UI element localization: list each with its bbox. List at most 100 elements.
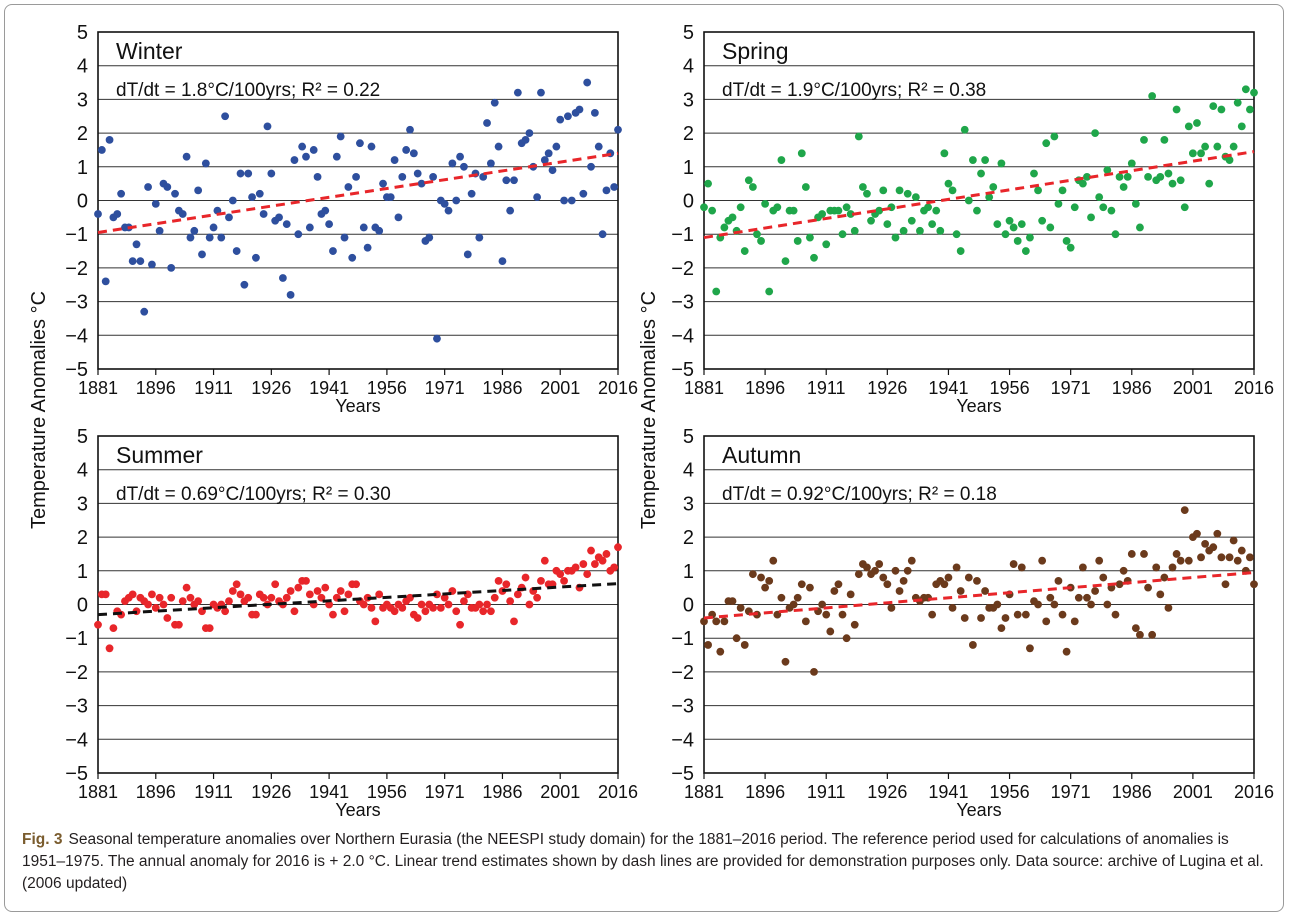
autumn-data-point [1078, 563, 1087, 572]
autumn-data-point [777, 593, 786, 602]
winter-data-point [379, 179, 387, 188]
summer-trend-annotation: dT/dt = 0.69°C/100yrs; R² = 0.30 [116, 484, 391, 505]
winter-data-point [255, 189, 264, 198]
autumn-data-point [1038, 556, 1047, 565]
summer-data-point [151, 603, 160, 612]
autumn-data-point [993, 600, 1002, 609]
winter-data-point [486, 159, 495, 168]
summer-x-tick-label: 1911 [194, 782, 233, 802]
autumn-data-point [826, 627, 835, 636]
spring-data-point [1237, 122, 1246, 131]
autumn-y-tick-label: −1 [671, 628, 694, 650]
spring-data-point [1246, 105, 1254, 114]
spring-data-point [801, 183, 810, 191]
winter-data-point [228, 196, 237, 205]
summer-data-point [486, 607, 495, 616]
summer-data-point [109, 624, 118, 632]
spring-data-point [924, 203, 932, 212]
summer-data-point [101, 590, 110, 599]
autumn-data-point [1250, 580, 1258, 589]
winter-data-point [390, 156, 399, 164]
figure-charts: −5 −4 −3 −2 −1 0 1 2 3 4 5 1881 1896 1911 1926 1941 1956… [28, 22, 1274, 820]
spring-data-point [854, 132, 863, 141]
autumn-y-tick-label: 5 [683, 426, 694, 448]
autumn-data-point [1201, 539, 1210, 548]
summer-y-tick-label: −1 [65, 628, 88, 650]
spring-data-point [1001, 230, 1010, 239]
autumn-data-point [1074, 593, 1083, 602]
spring-data-point [777, 156, 786, 164]
autumn-data-point [1099, 573, 1108, 582]
autumn-data-point [846, 590, 855, 599]
spring-x-tick-label: 1881 [684, 378, 724, 398]
winter-x-tick-label: 1941 [309, 378, 349, 398]
spring-data-point [850, 226, 859, 235]
autumn-data-point [871, 566, 880, 575]
winter-trend-annotation: dT/dt = 1.8°C/100yrs; R² = 0.22 [116, 80, 380, 101]
spring-data-point [1091, 129, 1100, 138]
spring-data-point [753, 230, 761, 239]
winter-data-point [198, 250, 206, 259]
summer-y-tick-label: 2 [77, 527, 88, 549]
spring-x-tick-label: 2001 [1173, 378, 1213, 398]
autumn-data-point [810, 668, 818, 676]
spring-data-point [1225, 156, 1234, 164]
summer-x-tick-label: 1956 [367, 782, 407, 802]
spring-x-tick-label: 2016 [1234, 378, 1274, 398]
summer-x-tick-label: 2016 [598, 782, 638, 802]
autumn-data-point [981, 587, 990, 595]
winter-data-point [406, 125, 414, 134]
spring-data-point [907, 216, 916, 225]
autumn-x-tick-label: 1941 [928, 782, 968, 802]
summer-data-point [479, 607, 488, 616]
winter-data-point [452, 196, 461, 205]
autumn-data-point [928, 610, 937, 619]
winter-x-tick-label: 2001 [540, 378, 580, 398]
summer-data-point [452, 607, 461, 616]
summer-data-point [336, 587, 345, 595]
winter-data-point [614, 125, 622, 134]
spring-data-point [712, 287, 721, 296]
winter-data-point [263, 122, 272, 131]
winter-data-point [475, 233, 484, 242]
autumn-data-point [875, 560, 884, 568]
spring-data-point [1095, 193, 1104, 202]
winter-data-point [186, 233, 195, 242]
summer-data-point [506, 597, 515, 606]
summer-data-point [128, 590, 137, 599]
summer-x-tick-label: 1941 [309, 782, 349, 802]
spring-data-point [781, 257, 790, 266]
spring-data-point [1062, 237, 1071, 245]
autumn-data-point [765, 577, 774, 585]
spring-data-point [1156, 173, 1165, 181]
summer-data-point [105, 644, 114, 653]
winter-data-point [278, 274, 287, 282]
summer-data-point [556, 570, 565, 579]
autumn-y-tick-label: 0 [683, 595, 694, 617]
spring-plot-frame [703, 31, 1255, 370]
winter-data-point [163, 183, 172, 191]
autumn-x-tick-label: 1926 [867, 782, 907, 802]
spring-data-point [940, 149, 949, 158]
winter-data-point [117, 189, 126, 198]
spring-data-point [899, 226, 908, 235]
winter-data-point [286, 290, 295, 299]
winter-data-point [448, 159, 457, 168]
winter-data-point [182, 152, 191, 161]
winter-data-point [352, 173, 360, 181]
summer-data-point [367, 603, 376, 612]
autumn-data-point [960, 614, 969, 622]
winter-data-point [525, 129, 534, 138]
winter-data-point [502, 176, 511, 185]
autumn-data-point [854, 570, 863, 579]
spring-data-point [973, 206, 981, 215]
winter-data-point [598, 230, 607, 239]
winter-data-point [537, 88, 545, 97]
autumn-data-point [1172, 550, 1181, 558]
autumn-data-point [1213, 529, 1222, 538]
autumn-y-tick-label: 2 [683, 527, 694, 549]
winter-data-point [344, 183, 353, 191]
summer-x-tick-label: 2001 [540, 782, 580, 802]
spring-x-tick-label: 1941 [928, 378, 968, 398]
spring-data-point [1164, 169, 1173, 178]
